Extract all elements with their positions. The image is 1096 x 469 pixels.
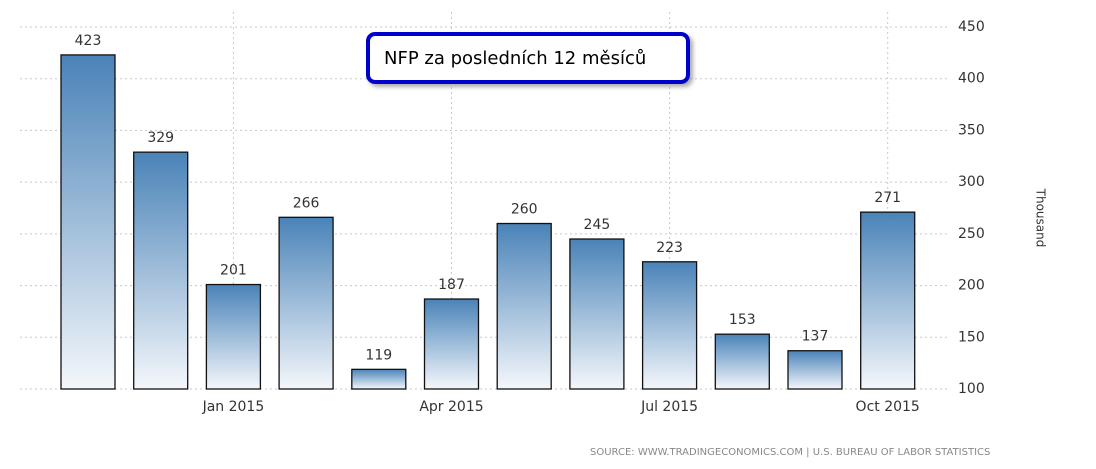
y-tick-label: 300 <box>958 174 985 190</box>
y-axis-label: Thousand <box>1034 188 1048 248</box>
value-label: 245 <box>584 217 611 233</box>
value-label: 271 <box>874 190 901 206</box>
value-label: 153 <box>729 312 756 328</box>
value-label: 329 <box>147 130 174 146</box>
bar <box>569 238 625 390</box>
x-tick-label: Apr 2015 <box>419 399 483 415</box>
y-tick-label: 400 <box>958 71 985 87</box>
bar <box>496 222 552 390</box>
value-label: 223 <box>656 240 683 256</box>
x-tick-label: Jan 2015 <box>202 399 265 415</box>
y-tick-label: 450 <box>958 19 985 35</box>
value-label: 201 <box>220 263 247 279</box>
bar <box>278 216 334 390</box>
y-tick-label: 200 <box>958 278 985 294</box>
bar <box>714 333 770 390</box>
bar <box>860 211 916 390</box>
value-label: 260 <box>511 202 538 218</box>
title-box <box>366 32 690 84</box>
value-label: 266 <box>293 195 320 211</box>
value-label: 119 <box>365 347 392 363</box>
value-label: 137 <box>802 329 829 345</box>
bar <box>351 368 407 390</box>
y-tick-label: 350 <box>958 122 985 138</box>
chart-title: NFP za posledních 12 měsíců <box>384 48 646 69</box>
value-label: 187 <box>438 277 465 293</box>
bar <box>787 350 843 390</box>
y-tick-label: 250 <box>958 226 985 242</box>
value-label: 423 <box>75 33 102 49</box>
bar <box>641 261 698 390</box>
x-tick-label: Oct 2015 <box>856 399 920 415</box>
bar <box>423 298 480 390</box>
bar <box>133 151 189 390</box>
y-tick-label: 100 <box>958 381 985 397</box>
bars <box>60 54 916 390</box>
bar <box>205 283 262 390</box>
y-tick-label: 150 <box>958 329 985 345</box>
x-tick-label: Jul 2015 <box>640 399 698 415</box>
bar <box>60 54 116 390</box>
source: SOURCE: WWW.TRADINGECONOMICS.COM | U.S. … <box>590 447 990 458</box>
